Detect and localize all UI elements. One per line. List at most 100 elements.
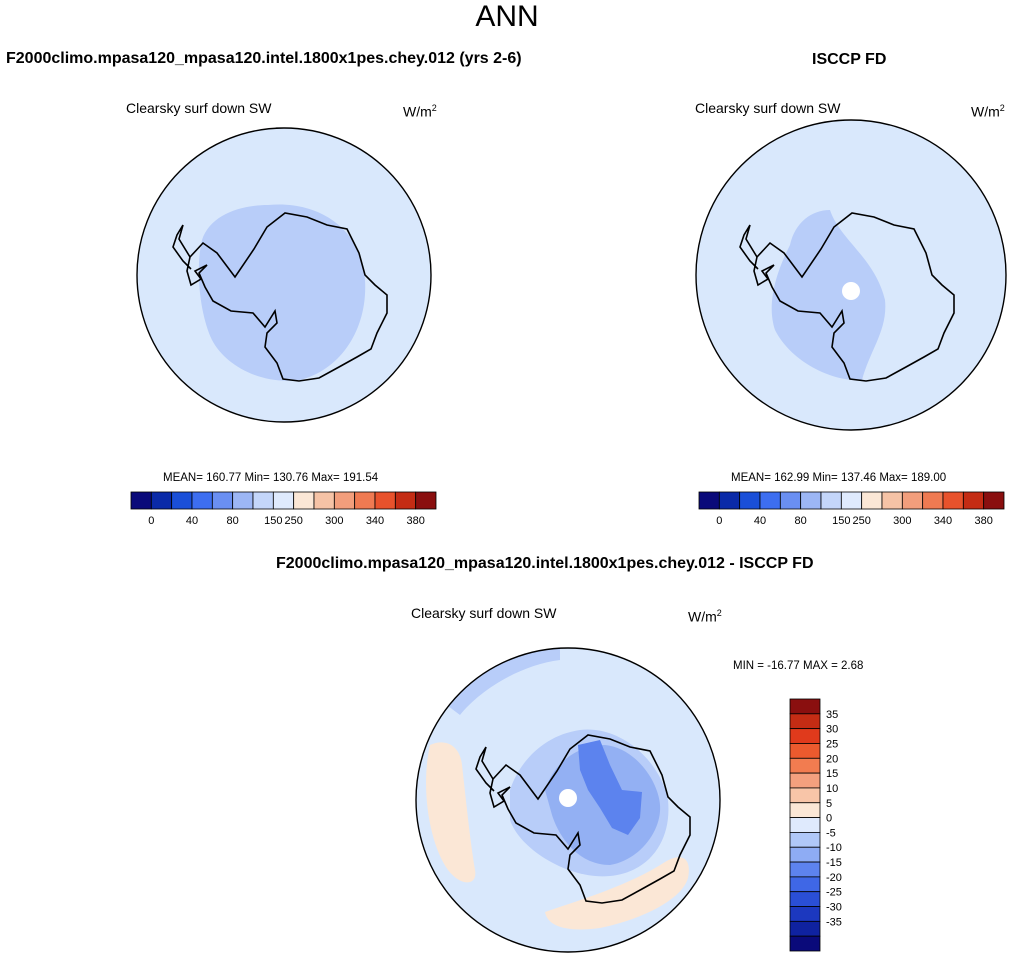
panel3-colorbar-swatch xyxy=(789,906,821,922)
panel1-colorbar-swatch xyxy=(272,491,295,510)
panel3-field-label: Clearsky surf down SW xyxy=(411,605,557,621)
panel3-colorbar-swatch xyxy=(789,817,821,833)
panel3-colorbar-swatch xyxy=(789,757,821,774)
panel3-colorbar-tick-label: -35 xyxy=(826,916,842,928)
panel2-colorbar-swatch xyxy=(820,491,842,510)
panel1-colorbar-tick-label: 300 xyxy=(325,515,343,527)
panel3-colorbar-swatch xyxy=(789,920,821,937)
panel3-contour-dark xyxy=(578,740,642,835)
panel1-colorbar-tick-label: 340 xyxy=(366,515,384,527)
panel1-title: F2000climo.mpasa120_mpasa120.intel.1800x… xyxy=(6,50,522,67)
panel3-colorbar-swatch xyxy=(789,787,821,804)
panel3-colorbar-swatch xyxy=(789,876,821,893)
panel3-colorbar-tick-label: 10 xyxy=(826,783,838,795)
panel2-colorbar-swatch xyxy=(861,491,883,510)
panel2-colorbar-tick-label: 300 xyxy=(893,515,911,527)
panel2-colorbar-swatch xyxy=(901,491,924,510)
panel3-colorbar-tick-label: -15 xyxy=(826,857,842,869)
panel2-colorbar-swatch xyxy=(942,491,964,510)
panel2-units: W/m2 xyxy=(971,103,1005,120)
panel1-colorbar-tick-label: 80 xyxy=(227,515,239,527)
panel3-colorbar-swatch xyxy=(789,772,821,789)
panel2-colorbar: 0 40 80 150 250 300 340 380 xyxy=(698,491,1005,527)
panel3-colorbar-swatch xyxy=(789,743,821,759)
panel2-colorbar-swatch xyxy=(759,491,781,510)
panel2-colorbar-swatch xyxy=(962,491,985,510)
panel1-field-label: Clearsky surf down SW xyxy=(126,100,272,116)
panel2-contour-low xyxy=(771,210,886,381)
panel1-colorbar-swatch xyxy=(211,491,234,510)
panel2-colorbar-tick-label: 150 xyxy=(832,515,850,527)
panel3-positive-south xyxy=(545,857,689,930)
panel1-colorbar-swatch xyxy=(191,491,213,510)
panel3-colorbar-tick-label: 20 xyxy=(826,753,838,765)
panel3-map-boundary xyxy=(415,647,721,953)
panel1-colorbar-swatch xyxy=(130,491,152,510)
panel1-colorbar-tick-label: 0 xyxy=(148,515,154,527)
panel1-colorbar-tick-label: 380 xyxy=(406,515,424,527)
panel1-stats: MEAN= 160.77 Min= 130.76 Max= 191.54 xyxy=(163,472,379,484)
panel1-colorbar-swatch xyxy=(354,491,376,510)
panel3-units: W/m2 xyxy=(688,608,722,625)
panel1-colorbar: 0 40 80 150 250 300 340 380 xyxy=(130,491,437,527)
panel3-positive-west xyxy=(426,742,476,883)
panel1-colorbar-swatch xyxy=(293,491,315,510)
panel2-stats: MEAN= 162.99 Min= 137.46 Max= 189.00 xyxy=(731,472,947,484)
panel1-map-boundary xyxy=(136,127,432,423)
panel1-map xyxy=(136,127,432,423)
panel3-colorbar-tick-label: 35 xyxy=(826,709,838,721)
panel3-colorbar: 35 30 25 20 15 10 5 0 -5 -10 -15 -20 -25 -30 -35 xyxy=(789,698,842,952)
panel1-colorbar-swatch xyxy=(150,491,173,510)
panel3-colorbar-swatch xyxy=(789,891,821,907)
panel3-colorbar-tick-label: 5 xyxy=(826,798,832,810)
panel2-missing-pole xyxy=(842,282,860,300)
panel2-colorbar-swatch xyxy=(800,491,822,510)
panel2-colorbar-tick-label: 0 xyxy=(716,515,722,527)
panel1-colorbar-swatch xyxy=(374,491,396,510)
panel3-colorbar-swatch xyxy=(789,713,821,730)
panel1-colorbar-swatch xyxy=(333,491,356,510)
panel2-map xyxy=(695,119,1007,431)
panel3-colorbar-swatch xyxy=(789,846,821,863)
panel1-colorbar-swatch xyxy=(252,491,274,510)
panel1-colorbar-swatch xyxy=(394,491,417,510)
panel3-colorbar-tick-label: 25 xyxy=(826,738,838,750)
panel2-title: ISCCP FD xyxy=(812,51,887,68)
panel3-colorbar-tick-label: -10 xyxy=(826,842,842,854)
panel2-colorbar-swatch xyxy=(983,491,1005,510)
panel2-field-label: Clearsky surf down SW xyxy=(695,100,841,116)
panel3-colorbar-tick-label: -25 xyxy=(826,887,842,899)
panel3-colorbar-swatch xyxy=(789,832,821,848)
panel3-colorbar-tick-label: -30 xyxy=(826,902,842,914)
panel2-colorbar-swatch xyxy=(840,491,863,510)
panel1-colorbar-swatch xyxy=(171,491,193,510)
panel1-colorbar-tick-label: 150 xyxy=(264,515,282,527)
panel3-colorbar-swatch xyxy=(789,935,821,952)
panel2-colorbar-swatch xyxy=(779,491,802,510)
panel2-colorbar-swatch xyxy=(698,491,720,510)
panel3-contour-north xyxy=(440,648,560,715)
panel3-colorbar-swatch xyxy=(789,802,821,818)
panel2-colorbar-tick-label: 380 xyxy=(974,515,992,527)
panel2-map-boundary xyxy=(695,119,1007,431)
panel1-units: W/m2 xyxy=(403,103,437,120)
panel2-colorbar-swatch xyxy=(718,491,741,510)
panel2-colorbar-swatch xyxy=(739,491,761,510)
panel2-colorbar-swatch xyxy=(881,491,903,510)
panel2-colorbar-tick-label: 340 xyxy=(934,515,952,527)
panel2-colorbar-tick-label: 250 xyxy=(852,515,870,527)
panel1-colorbar-tick-label: 40 xyxy=(186,515,198,527)
main-title: ANN xyxy=(475,0,539,33)
panel3-colorbar-tick-label: 0 xyxy=(826,813,832,825)
panel1-colorbar-swatch xyxy=(232,491,254,510)
panel3-stats: MIN = -16.77 MAX = 2.68 xyxy=(733,660,864,672)
panel2-colorbar-tick-label: 40 xyxy=(754,515,766,527)
panel1-colorbar-swatch xyxy=(415,491,437,510)
panel3-colorbar-swatch xyxy=(789,728,821,744)
panel2-colorbar-swatch xyxy=(922,491,944,510)
panel1-colorbar-tick-label: 250 xyxy=(284,515,302,527)
panel3-map xyxy=(415,647,721,953)
panel3-colorbar-swatch xyxy=(789,698,821,715)
panel3-colorbar-tick-label: -5 xyxy=(826,827,836,839)
